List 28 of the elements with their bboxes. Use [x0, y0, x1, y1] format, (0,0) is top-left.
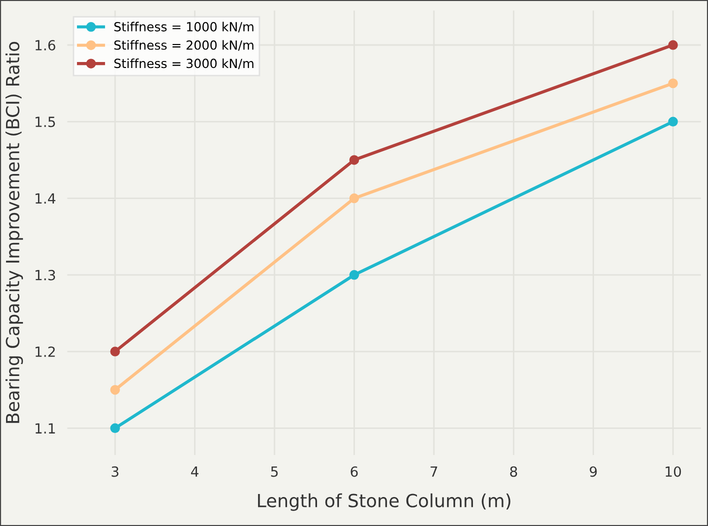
point [349, 155, 360, 165]
x-tick-label: 5 [271, 466, 278, 477]
x-tick-label: 10 [666, 466, 681, 477]
y-tick-label: 1.3 [36, 270, 56, 280]
y-tick-label: 1.4 [36, 193, 56, 204]
point [110, 423, 120, 434]
legend-label: Stiffness = 1000 kN/m [114, 22, 254, 32]
point [668, 116, 678, 126]
y-axis-title: Bearing Capacity Improvement (BCI) Ratio [5, 42, 23, 423]
point [668, 78, 678, 88]
point [349, 270, 360, 280]
x-tick-label: 3 [112, 466, 118, 477]
y-tick-label: 1.1 [36, 423, 55, 434]
x-tick-label: 7 [430, 466, 438, 477]
y-tick-label: 1.5 [36, 116, 55, 128]
point [349, 193, 360, 204]
x-tick-label: 8 [510, 466, 518, 477]
x-axis-title: Length of Stone Column (m) [258, 493, 510, 511]
legend-label: Stiffness = 2000 kN/m [114, 40, 254, 51]
point [110, 384, 120, 395]
x-tick-label: 6 [350, 466, 358, 477]
x-tick-label: 9 [590, 466, 597, 477]
point [110, 346, 120, 356]
legend-label: Stiffness = 3000 kN/m [114, 58, 254, 70]
y-tick-label: 1.6 [36, 40, 56, 50]
point [668, 40, 678, 50]
y-tick-label: 1.2 [36, 346, 55, 357]
x-tick-label: 4 [191, 466, 198, 477]
